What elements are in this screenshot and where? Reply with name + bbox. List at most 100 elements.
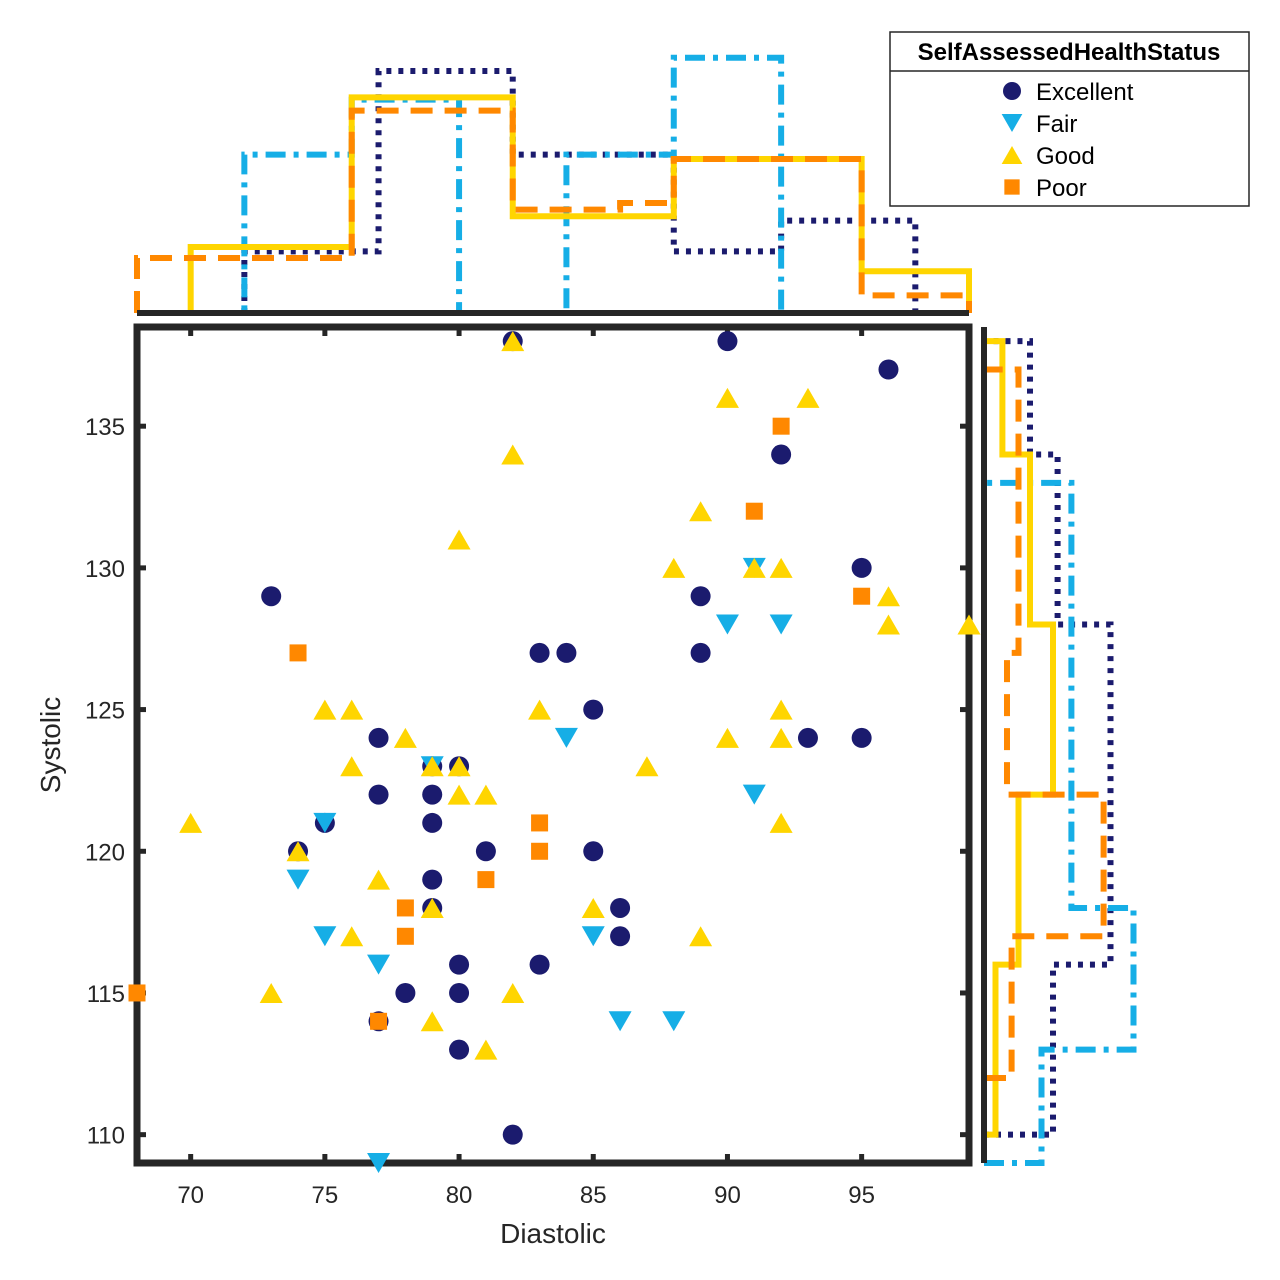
y-tick-label-2: 120 [85, 839, 125, 866]
good-point-30 [769, 699, 793, 720]
good-point-34 [876, 586, 900, 607]
fair-y-histogram [981, 341, 1137, 1166]
legend-box [889, 31, 1250, 207]
poor-point-2 [370, 1012, 388, 1030]
legend-label-excellent: Excellent [1036, 79, 1134, 106]
excellent-point-13 [449, 954, 470, 975]
x-tick-label-3: 85 [580, 1182, 607, 1209]
legend-label-fair: Fair [1036, 111, 1077, 138]
good-x-histogram [187, 94, 972, 313]
excellent-point-23 [583, 841, 604, 862]
good-point-14 [447, 784, 471, 805]
legend-items: Excellent Fair Good Poor [1001, 79, 1134, 202]
poor-y-histogram [984, 366, 1107, 1081]
excellent-point-6 [395, 982, 416, 1003]
poor-point-1 [289, 644, 307, 662]
data-points [128, 331, 981, 1173]
excellent-point-22 [583, 699, 604, 720]
excellent-point-3 [368, 727, 389, 748]
good-point-31 [769, 727, 793, 748]
plot-frame [133, 323, 973, 1167]
excellent-point-24 [610, 897, 631, 918]
poor-point-7 [531, 842, 549, 860]
good-point-11 [420, 1011, 444, 1032]
legend-marker-fair [1001, 114, 1023, 132]
fair-point-13 [769, 614, 793, 635]
x-tick-label-4: 90 [714, 1182, 741, 1209]
y-tick-label-0: 110 [87, 1123, 125, 1150]
good-point-28 [742, 557, 766, 578]
good-point-6 [340, 926, 364, 947]
good-point-2 [286, 841, 310, 862]
excellent-point-15 [449, 1039, 470, 1060]
legend: SelfAssessedHealthStatus Excellent Fair Go… [889, 31, 1250, 207]
fair-x-histogram [137, 54, 969, 316]
good-point-3 [313, 699, 337, 720]
y-tick-label-3: 125 [85, 698, 125, 725]
y-marginal-histogram [981, 327, 1137, 1166]
good-point-4 [340, 699, 364, 720]
excellent-point-20 [529, 954, 550, 975]
good-point-10 [420, 897, 444, 918]
fair-point-6 [554, 727, 578, 748]
good-point-23 [662, 557, 686, 578]
excellent-point-8 [422, 784, 443, 805]
excellent-y-histogram [984, 338, 1114, 1138]
poor-point-0 [128, 984, 146, 1002]
poor-point-9 [772, 417, 790, 435]
good-point-25 [689, 926, 713, 947]
excellent-point-29 [771, 444, 792, 465]
good-point-29 [769, 557, 793, 578]
fair-point-1 [313, 812, 337, 833]
good-point-26 [715, 387, 739, 408]
excellent-point-4 [368, 784, 389, 805]
x-axis-title: Diastolic [500, 1218, 606, 1249]
good-point-22 [635, 756, 659, 777]
good-point-9 [420, 756, 444, 777]
poor-point-5 [477, 871, 495, 889]
excellent-point-28 [717, 331, 738, 352]
good-point-19 [501, 982, 525, 1003]
poor-point-6 [531, 814, 549, 832]
good-point-17 [501, 331, 525, 352]
fair-point-10 [715, 614, 739, 635]
poor-point-3 [396, 899, 414, 917]
poor-point-10 [853, 587, 871, 605]
excellent-point-27 [690, 642, 711, 663]
good-point-8 [393, 727, 417, 748]
good-point-21 [581, 897, 605, 918]
good-point-5 [340, 756, 364, 777]
excellent-point-9 [422, 812, 443, 833]
good-point-36 [957, 614, 981, 635]
main-scatter-plot: 70 75 80 85 90 95 110 115 120 125 130 135 Diastolic… [35, 323, 981, 1249]
excellent-point-10 [422, 869, 443, 890]
y-tick-label-4: 130 [85, 556, 125, 583]
poor-x-histogram [134, 107, 972, 313]
fair-point-4 [367, 1153, 391, 1173]
good-point-0 [179, 812, 203, 833]
legend-label-poor: Poor [1036, 175, 1087, 202]
x-tick-label-0: 70 [177, 1182, 204, 1209]
excellent-point-14 [449, 982, 470, 1003]
y-tick-label-1: 115 [87, 981, 125, 1008]
excellent-point-32 [851, 727, 872, 748]
good-point-20 [528, 699, 552, 720]
good-point-15 [474, 784, 498, 805]
excellent-point-16 [475, 841, 496, 862]
good-point-16 [474, 1039, 498, 1060]
excellent-point-19 [529, 642, 550, 663]
fair-point-12 [742, 784, 766, 805]
good-point-24 [689, 501, 713, 522]
excellent-point-30 [797, 727, 818, 748]
y-tick-label-5: 135 [85, 414, 125, 441]
good-point-12 [447, 529, 471, 550]
legend-label-good: Good [1036, 143, 1095, 170]
good-y-histogram [984, 338, 1056, 1138]
x-tick-label-1: 75 [312, 1182, 339, 1209]
excellent-point-31 [851, 557, 872, 578]
axis-ticks: 70 75 80 85 90 95 110 115 120 125 130 135 [85, 327, 969, 1209]
excellent-point-25 [610, 926, 631, 947]
legend-title: SelfAssessedHealthStatus [918, 39, 1221, 66]
excellent-x-histogram [241, 68, 919, 313]
